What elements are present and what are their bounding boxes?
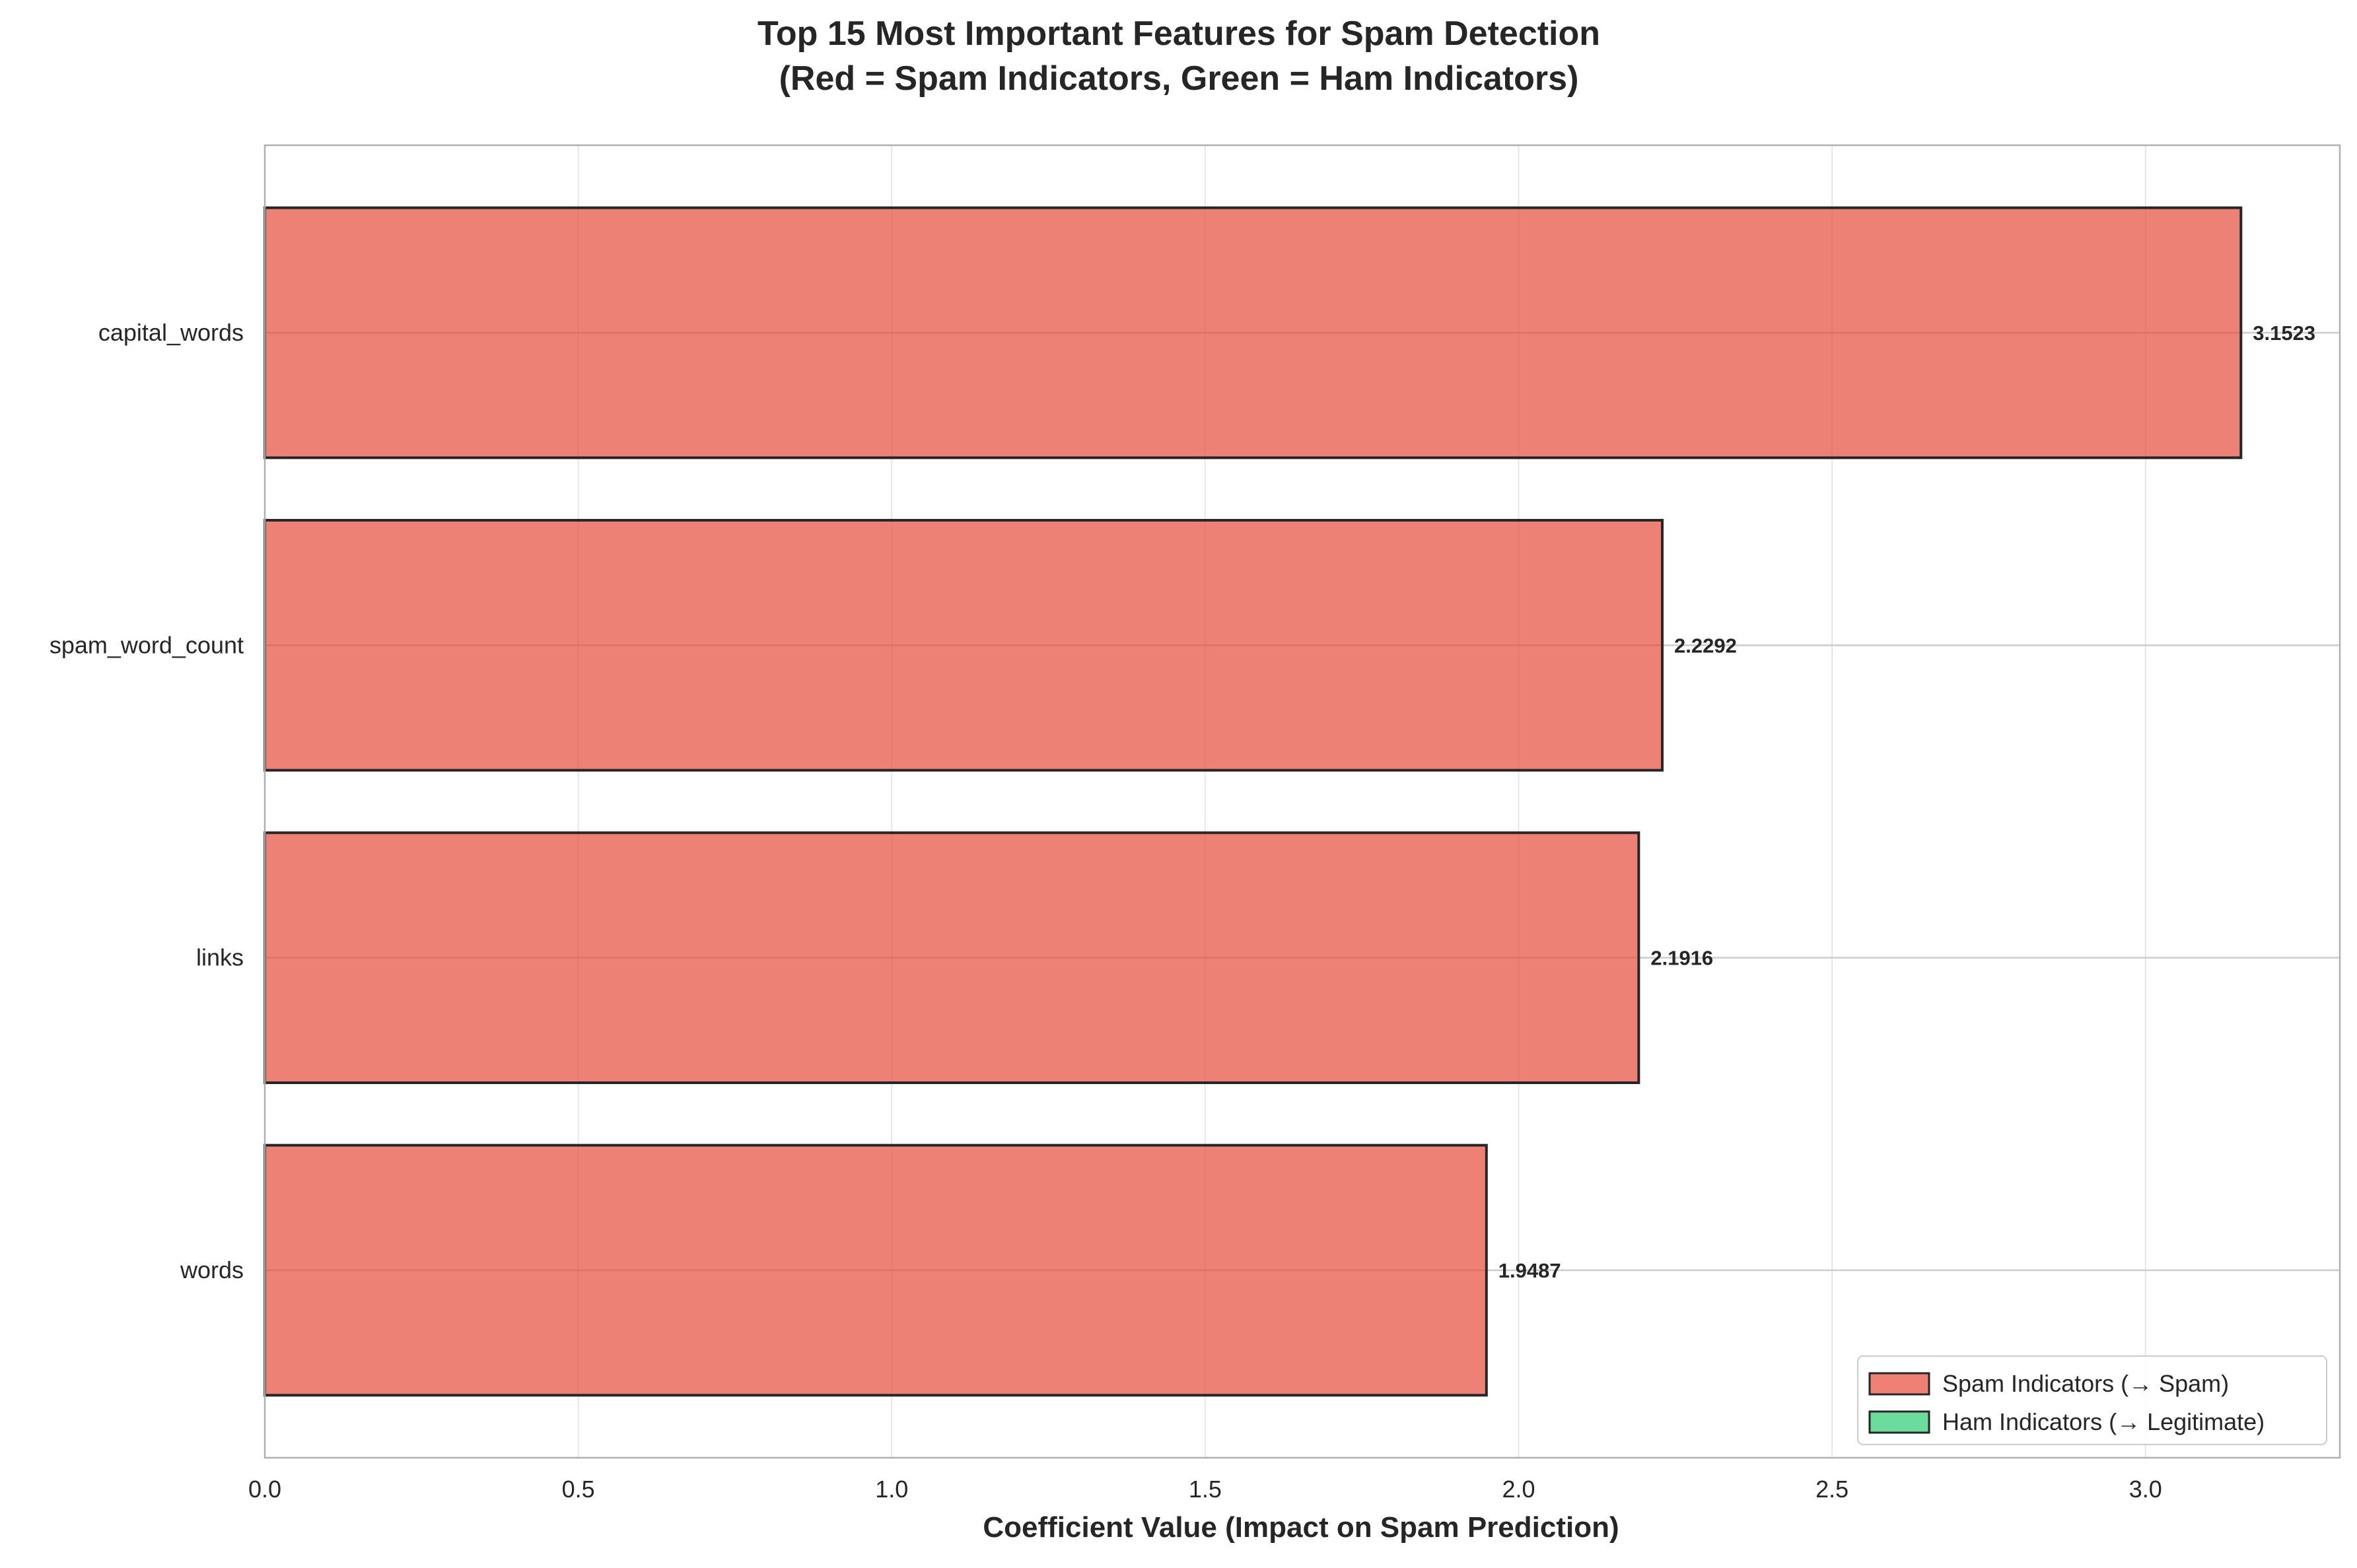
x-tick-label: 2.5 — [1815, 1476, 1848, 1503]
legend-swatch — [1868, 1410, 1930, 1434]
value-label: 2.2292 — [1674, 634, 1737, 657]
legend-label: Ham Indicators (→ Legitimate) — [1942, 1408, 2265, 1435]
chart-title: Top 15 Most Important Features for Spam … — [757, 15, 1600, 53]
legend-label: Spam Indicators (→ Spam) — [1942, 1370, 2229, 1397]
value-label: 2.1916 — [1650, 947, 1713, 970]
spam-bar — [264, 519, 1664, 772]
x-tick-label: 3.0 — [2129, 1476, 2162, 1503]
y-tick-label: capital_words — [98, 319, 244, 346]
legend: Spam Indicators (→ Spam) Ham Indicators (… — [1857, 1355, 2327, 1445]
legend-swatch — [1868, 1372, 1930, 1396]
value-labels: 3.1523 2.2292 2.1916 1.9487 — [1498, 322, 2315, 1282]
y-tick-label: words — [180, 1256, 244, 1283]
x-tick-label: 1.5 — [1189, 1476, 1222, 1503]
x-axis-label: Coefficient Value (Impact on Spam Predic… — [983, 1511, 1619, 1544]
y-tick-label: links — [196, 944, 244, 971]
y-tick-label: spam_word_count — [50, 631, 244, 658]
value-label: 3.1523 — [2253, 322, 2315, 345]
x-tick-label: 1.0 — [875, 1476, 908, 1503]
spam-bar — [264, 206, 2243, 460]
chart-subtitle: (Red = Spam Indicators, Green = Ham Indi… — [779, 59, 1579, 98]
tick-labels: 0.0 0.5 1.0 1.5 2.0 2.5 3.0 capital_words spam_w… — [50, 319, 2162, 1503]
x-tick-label: 0.0 — [248, 1476, 281, 1503]
spam-bar — [264, 1143, 1488, 1397]
axes — [264, 144, 2341, 1459]
x-tick-label: 2.0 — [1502, 1476, 1535, 1503]
x-tick-label: 0.5 — [562, 1476, 595, 1503]
bars — [264, 206, 2243, 1397]
legend-box — [1857, 1355, 2327, 1445]
spam-bar — [264, 831, 1640, 1085]
value-label: 1.9487 — [1498, 1259, 1561, 1282]
plot-frame — [264, 144, 2341, 1459]
